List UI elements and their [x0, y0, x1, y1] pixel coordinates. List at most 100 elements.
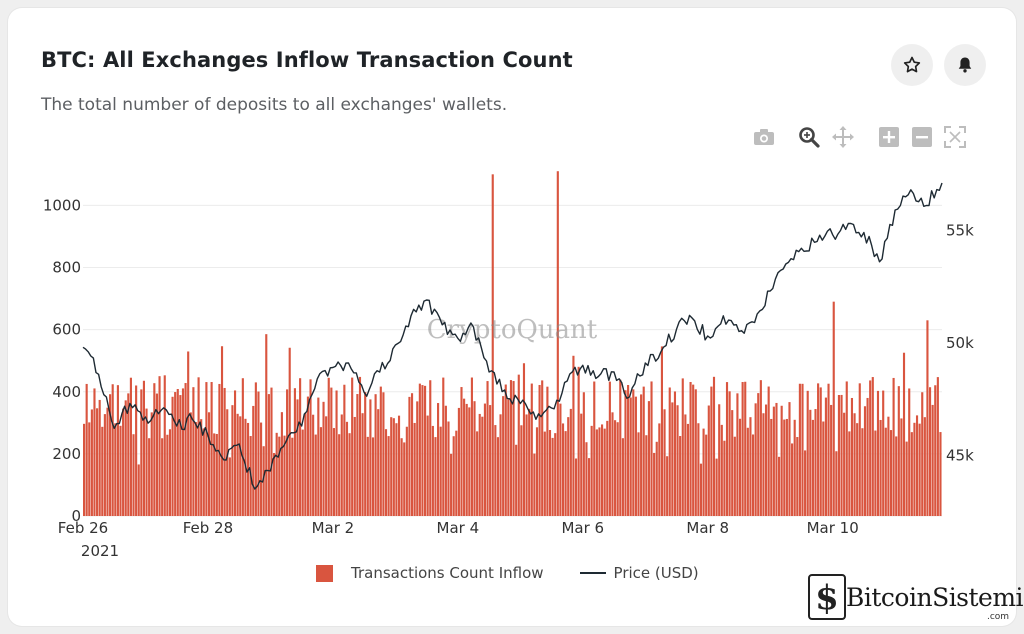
inflow-bar [387, 436, 390, 516]
inflow-bar [567, 417, 570, 516]
inflow-bar [827, 383, 830, 516]
inflow-bar [535, 427, 539, 516]
inflow-bar [681, 378, 684, 516]
inflow-bar [798, 383, 801, 516]
inflow-bar [767, 386, 770, 516]
inflow-bar [226, 409, 229, 516]
inflow-bar [319, 427, 323, 516]
x-tick-label: Mar 4 [437, 519, 480, 537]
inflow-bar [858, 383, 861, 516]
inflow-bar [824, 397, 827, 516]
inflow-bar [702, 428, 705, 516]
inflow-bar [830, 404, 833, 516]
inflow-bar [205, 382, 208, 516]
inflow-bar [614, 420, 617, 516]
inflow-bar [876, 390, 880, 516]
inflow-bar [843, 412, 846, 516]
inflow-bar [897, 386, 900, 516]
inflow-bar [353, 416, 356, 516]
inflow-bar [405, 426, 408, 516]
inflow-bar [741, 382, 744, 516]
inflow-bar [450, 453, 453, 516]
inflow-bar [525, 414, 528, 516]
inflow-bar [340, 414, 343, 516]
inflow-bar [312, 414, 315, 516]
inflow-bar [874, 430, 877, 516]
x-tick-label: Mar 2 [312, 519, 355, 537]
zoom-in-icon[interactable] [876, 124, 902, 150]
inflow-bar [731, 410, 734, 516]
inflow-bar [637, 432, 640, 516]
price-line [82, 182, 943, 490]
inflow-bar [361, 413, 364, 516]
inflow-bar [390, 417, 393, 516]
inflow-bar [379, 386, 382, 516]
inflow-bar [254, 382, 257, 516]
brand-logo: $ BitcoinSistemi .com [808, 572, 1024, 622]
inflow-bar [528, 408, 531, 516]
inflow-bar [343, 384, 346, 516]
x-axis: Feb 26 Feb 28 Mar 2 Mar 4 Mar 6 Mar 8 Mar 10 [58, 519, 859, 537]
inflow-bar [533, 453, 536, 516]
inflow-bar [111, 384, 114, 516]
inflow-bar [296, 399, 299, 516]
inflow-bar [939, 432, 942, 516]
inflow-bar [791, 443, 794, 516]
inflow-bar [416, 401, 419, 516]
inflow-bar [934, 385, 937, 516]
inflow-bar [793, 419, 796, 516]
svg-text:$: $ [815, 578, 839, 618]
inflow-bar [478, 413, 481, 516]
inflow-bar [736, 393, 739, 516]
inflow-bar [437, 403, 440, 516]
inflow-bar [400, 438, 403, 516]
inflow-bar [413, 422, 416, 516]
inflow-bar [127, 393, 130, 516]
inflow-bar [655, 441, 658, 516]
inflow-bar [317, 397, 320, 516]
inflow-bar [905, 441, 908, 516]
inflow-bar [189, 412, 192, 516]
inflow-bar [515, 444, 518, 516]
alert-button[interactable] [944, 44, 986, 86]
y-axis-right: 45k 50k 55k [946, 221, 974, 464]
inflow-bar [460, 387, 463, 516]
inflow-bar [145, 408, 148, 516]
zoom-out-icon[interactable] [909, 124, 935, 150]
inflow-bar [299, 378, 302, 516]
inflow-bar [538, 384, 541, 516]
inflow-bar [161, 438, 164, 516]
inflow-bar [207, 412, 211, 516]
inflow-bar [598, 427, 601, 516]
inflow-bar [140, 389, 143, 516]
inflow-bar [392, 418, 395, 516]
inflow-bar [835, 451, 838, 516]
inflow-bar [624, 390, 627, 516]
inflow-bar [257, 391, 260, 516]
pan-icon[interactable] [830, 124, 856, 150]
autoscale-icon[interactable] [942, 124, 968, 150]
chart-subtitle: The total number of deposits to all exch… [41, 95, 508, 115]
favorite-button[interactable] [891, 44, 933, 86]
inflow-bar [424, 385, 427, 516]
inflow-bar [751, 434, 755, 516]
brand-name: BitcoinSistemi [846, 582, 1024, 612]
inflow-bar [314, 434, 317, 516]
inflow-bar [418, 383, 421, 516]
inflow-bar [286, 389, 289, 516]
inflow-bar [548, 430, 552, 516]
inflow-bar [749, 417, 752, 516]
inflow-bar [910, 432, 913, 516]
inflow-bar [176, 389, 179, 516]
inflow-bar [564, 431, 567, 516]
inflow-bar [187, 351, 190, 516]
inflow-bar [470, 377, 473, 516]
inflow-bar [465, 403, 468, 516]
y-left-tick-label: 800 [52, 259, 81, 277]
camera-icon[interactable] [751, 124, 777, 150]
inflow-bar [444, 405, 447, 516]
inflow-bar [371, 437, 375, 516]
zoom-icon[interactable] [796, 124, 822, 150]
inflow-bar [283, 435, 286, 516]
